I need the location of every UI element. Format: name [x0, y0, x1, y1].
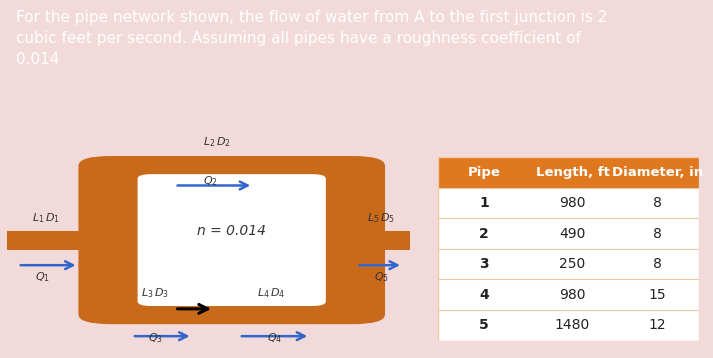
Text: 980: 980	[559, 196, 586, 210]
Text: 1: 1	[479, 196, 489, 210]
Text: 5: 5	[479, 318, 489, 332]
Text: $Q_1$: $Q_1$	[35, 271, 51, 285]
Text: $Q_3$: $Q_3$	[148, 331, 163, 344]
FancyBboxPatch shape	[138, 174, 326, 306]
Text: $Q_4$: $Q_4$	[267, 331, 282, 344]
Polygon shape	[7, 231, 118, 250]
Text: For the pipe network shown, the flow of water from A to the first junction is 2
: For the pipe network shown, the flow of …	[16, 10, 607, 67]
FancyBboxPatch shape	[78, 156, 385, 324]
Text: n = 0.014: n = 0.014	[198, 224, 266, 238]
Text: Length, ft: Length, ft	[535, 166, 610, 179]
Bar	[438, 279, 699, 310]
Text: 8: 8	[652, 227, 662, 241]
Text: $L_3\,D_3$: $L_3\,D_3$	[141, 286, 170, 300]
Text: 3: 3	[479, 257, 489, 271]
Polygon shape	[346, 231, 410, 250]
Text: 12: 12	[648, 318, 666, 332]
Bar	[438, 310, 699, 340]
Text: 2: 2	[479, 227, 489, 241]
Text: 8: 8	[652, 257, 662, 271]
Text: 8: 8	[652, 196, 662, 210]
Text: 490: 490	[559, 227, 585, 241]
Text: 250: 250	[560, 257, 585, 271]
Text: $L_5\,D_5$: $L_5\,D_5$	[367, 211, 396, 225]
Text: $Q_5$: $Q_5$	[374, 271, 389, 285]
Text: $Q_2$: $Q_2$	[203, 175, 217, 188]
Bar	[438, 188, 699, 218]
Text: $L_4\,D_4$: $L_4\,D_4$	[257, 286, 285, 300]
Text: 15: 15	[648, 288, 666, 302]
Text: 1480: 1480	[555, 318, 590, 332]
Bar	[438, 249, 699, 279]
Bar	[438, 218, 699, 249]
Text: 4: 4	[479, 288, 489, 302]
Text: Diameter, in: Diameter, in	[612, 166, 703, 179]
Bar	[438, 157, 699, 188]
Text: Pipe: Pipe	[468, 166, 501, 179]
Text: $L_1\,D_1$: $L_1\,D_1$	[32, 211, 61, 225]
Text: $L_2\,D_2$: $L_2\,D_2$	[203, 136, 232, 149]
Text: 980: 980	[559, 288, 586, 302]
